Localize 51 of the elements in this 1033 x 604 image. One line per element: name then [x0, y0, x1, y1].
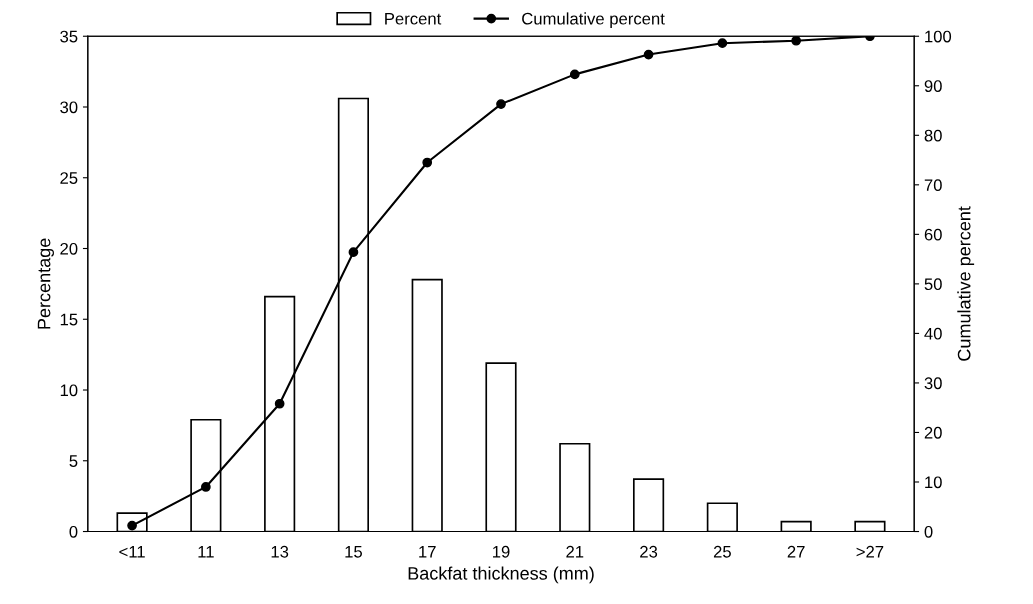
bar: [854, 520, 886, 532]
x-tick-label: 15: [345, 546, 362, 558]
point: [569, 69, 580, 80]
y2-tick-label: 10: [925, 476, 942, 489]
y2-axis-title: Cumulative percent: [957, 206, 975, 361]
y-tick-label: 20: [60, 242, 78, 255]
y-tick-label: 15: [60, 313, 78, 326]
x-tick-label: 13: [271, 545, 289, 558]
x-tick-label: 27: [787, 545, 805, 558]
x-tick-label: <11: [119, 546, 145, 558]
y2-tick-label: 20: [924, 426, 942, 439]
bar: [706, 502, 738, 532]
y2-tick-label: 100: [925, 30, 952, 43]
y-tick-label: 0: [69, 525, 78, 538]
y2-tick-label: 60: [924, 228, 942, 241]
point: [348, 247, 359, 258]
y2-tick-label: 30: [924, 377, 942, 390]
y-tick-label: 30: [60, 101, 78, 114]
x-tick-label: 25: [713, 545, 731, 558]
legend-label: Percent: [385, 12, 442, 25]
point: [717, 38, 728, 49]
y2-tick-label: 50: [924, 278, 942, 291]
bar: [780, 520, 812, 532]
y-tick-label: 5: [69, 455, 78, 467]
y2-tick-label: 80: [924, 129, 942, 142]
y-tick-label: 25: [60, 172, 78, 184]
point: [643, 49, 654, 60]
x-tick-label: 23: [640, 545, 658, 558]
x-tick-label: 11: [198, 546, 214, 558]
legend-label: Cumulative percent: [522, 12, 665, 28]
point: [791, 36, 802, 46]
y-axis-title: Percentage: [37, 238, 54, 329]
y-tick-label: 10: [60, 384, 78, 397]
point: [274, 398, 285, 409]
x-tick-label: 19: [493, 545, 510, 558]
y-tick-label: 35: [60, 30, 78, 43]
y2-tick-label: 70: [924, 179, 942, 192]
y2-tick-label: 40: [924, 327, 942, 340]
point: [422, 157, 433, 168]
x-tick-label: 17: [419, 546, 436, 558]
x-tick-label: >27: [856, 545, 884, 558]
y2-tick-label: 0: [924, 525, 933, 538]
x-tick-label: 21: [566, 545, 584, 558]
bar: [411, 278, 443, 532]
y2-tick-label: 90: [924, 80, 942, 92]
bar: [559, 442, 591, 532]
x-axis-title: Backfat thickness (mm): [408, 566, 594, 584]
bar: [485, 362, 517, 532]
point: [496, 99, 506, 109]
point: [201, 482, 211, 492]
bar: [632, 478, 665, 532]
